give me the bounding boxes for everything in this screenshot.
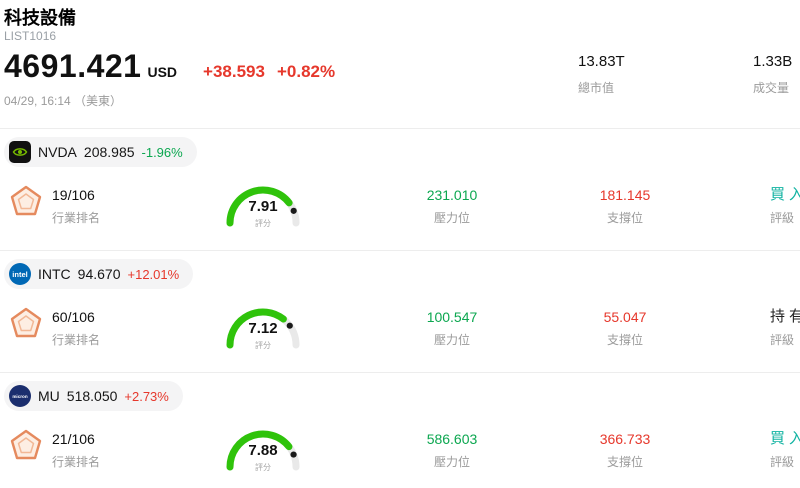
industry-rank-value: 19/106 (52, 187, 95, 203)
index-change: +38.593 (203, 62, 265, 81)
volume-value: 1.33B (753, 53, 793, 70)
resistance-value: 100.547 (426, 309, 478, 325)
industry-rank-value: 21/106 (52, 431, 95, 447)
support-label: 支撐位 (606, 333, 643, 347)
score-gauge: 7.88 評分 (218, 417, 308, 483)
score-label: 評分 (255, 219, 271, 228)
stock-change-pct: -1.96% (141, 144, 183, 160)
support-stat: 181.145 支撐位 (558, 187, 692, 226)
resistance-label: 壓力位 (433, 333, 470, 347)
svg-text:micron: micron (12, 394, 28, 399)
stock-pill[interactable]: micron MU 518.050 +2.73% (4, 381, 183, 411)
stock-card-nvda[interactable]: NVDA 208.985 -1.96% 19/106 行業排名 7.91 評分 … (0, 128, 800, 251)
resistance-stat: 231.010 壓力位 (385, 187, 519, 226)
stock-price: 94.670 (77, 266, 121, 282)
industry-rank-icon (8, 305, 44, 341)
industry-rank-icon (8, 183, 44, 219)
micron-logo-icon: micron (9, 385, 31, 407)
support-label: 支撐位 (606, 455, 643, 469)
resistance-label: 壓力位 (433, 211, 470, 225)
rating-label: 評級 (770, 333, 795, 347)
market-cap-value: 13.83T (578, 53, 625, 70)
rating-label: 評級 (770, 211, 795, 225)
nvidia-logo-icon (9, 141, 31, 163)
resistance-label: 壓力位 (433, 455, 470, 469)
resistance-stat: 100.547 壓力位 (385, 309, 519, 348)
score-value: 7.12 (248, 320, 278, 337)
stock-price: 208.985 (83, 144, 135, 160)
score-label: 評分 (255, 463, 271, 472)
market-cap-stat: 13.83T 總市值 (578, 53, 625, 96)
resistance-value: 586.603 (426, 431, 478, 447)
resistance-value: 231.010 (426, 187, 478, 203)
index-price: 4691.421 (4, 48, 142, 84)
support-stat: 366.733 支撐位 (558, 431, 692, 470)
score-label: 評分 (255, 341, 271, 350)
stock-card-mu[interactable]: micron MU 518.050 +2.73% 21/106 行業排名 7.8… (0, 372, 800, 488)
industry-rank-icon (8, 427, 44, 463)
stock-ticker: NVDA (38, 144, 77, 160)
score-value: 7.91 (248, 198, 278, 215)
rating-value: 買入 (770, 186, 800, 203)
svg-text:intel: intel (12, 270, 27, 279)
support-label: 支撐位 (606, 211, 643, 225)
intel-logo-icon: intel (9, 263, 31, 285)
market-cap-label: 總市值 (578, 81, 615, 95)
list-id: LIST1016 (4, 29, 57, 43)
volume-stat: 1.33B 成交量 (753, 53, 792, 96)
stock-card-intc[interactable]: intel INTC 94.670 +12.01% 60/106 行業排名 7.… (0, 250, 800, 373)
stock-change-pct: +12.01% (127, 266, 180, 282)
support-stat: 55.047 支撐位 (558, 309, 692, 348)
rating-stat: 買入 評級 (770, 431, 800, 470)
support-value: 55.047 (603, 309, 647, 325)
currency-label: USD (147, 64, 178, 80)
rating-stat: 買入 評級 (770, 187, 800, 226)
industry-rank-label: 行業排名 (52, 455, 101, 469)
industry-rank: 60/106 行業排名 (52, 309, 100, 348)
stock-pill[interactable]: intel INTC 94.670 +12.01% (4, 259, 194, 289)
stock-pill[interactable]: NVDA 208.985 -1.96% (4, 137, 197, 167)
rating-label: 評級 (770, 455, 795, 469)
stock-change-pct: +2.73% (124, 388, 169, 404)
index-change-pct: +0.82% (276, 62, 336, 81)
stock-ticker: MU (38, 388, 60, 404)
score-gauge: 7.12 評分 (218, 295, 308, 361)
stock-price: 518.050 (66, 388, 118, 404)
volume-label: 成交量 (753, 81, 790, 95)
industry-rank: 19/106 行業排名 (52, 187, 100, 226)
resistance-stat: 586.603 壓力位 (385, 431, 519, 470)
industry-rank: 21/106 行業排名 (52, 431, 100, 470)
support-value: 181.145 (599, 187, 651, 203)
industry-rank-label: 行業排名 (52, 333, 101, 347)
stock-ticker: INTC (38, 266, 71, 282)
score-value: 7.88 (248, 442, 278, 459)
page-title: 科技設備 (4, 8, 76, 28)
quote-timestamp: 04/29, 16:14 （美東） (4, 94, 123, 108)
index-price-row: 4691.421 USD +38.593 +0.82% (4, 48, 335, 85)
rating-value: 買入 (770, 430, 800, 447)
rating-stat: 持有 評級 (770, 309, 800, 348)
support-value: 366.733 (599, 431, 651, 447)
industry-rank-value: 60/106 (52, 309, 95, 325)
rating-value: 持有 (770, 308, 800, 325)
score-gauge: 7.91 評分 (218, 173, 308, 239)
industry-rank-label: 行業排名 (52, 211, 101, 225)
